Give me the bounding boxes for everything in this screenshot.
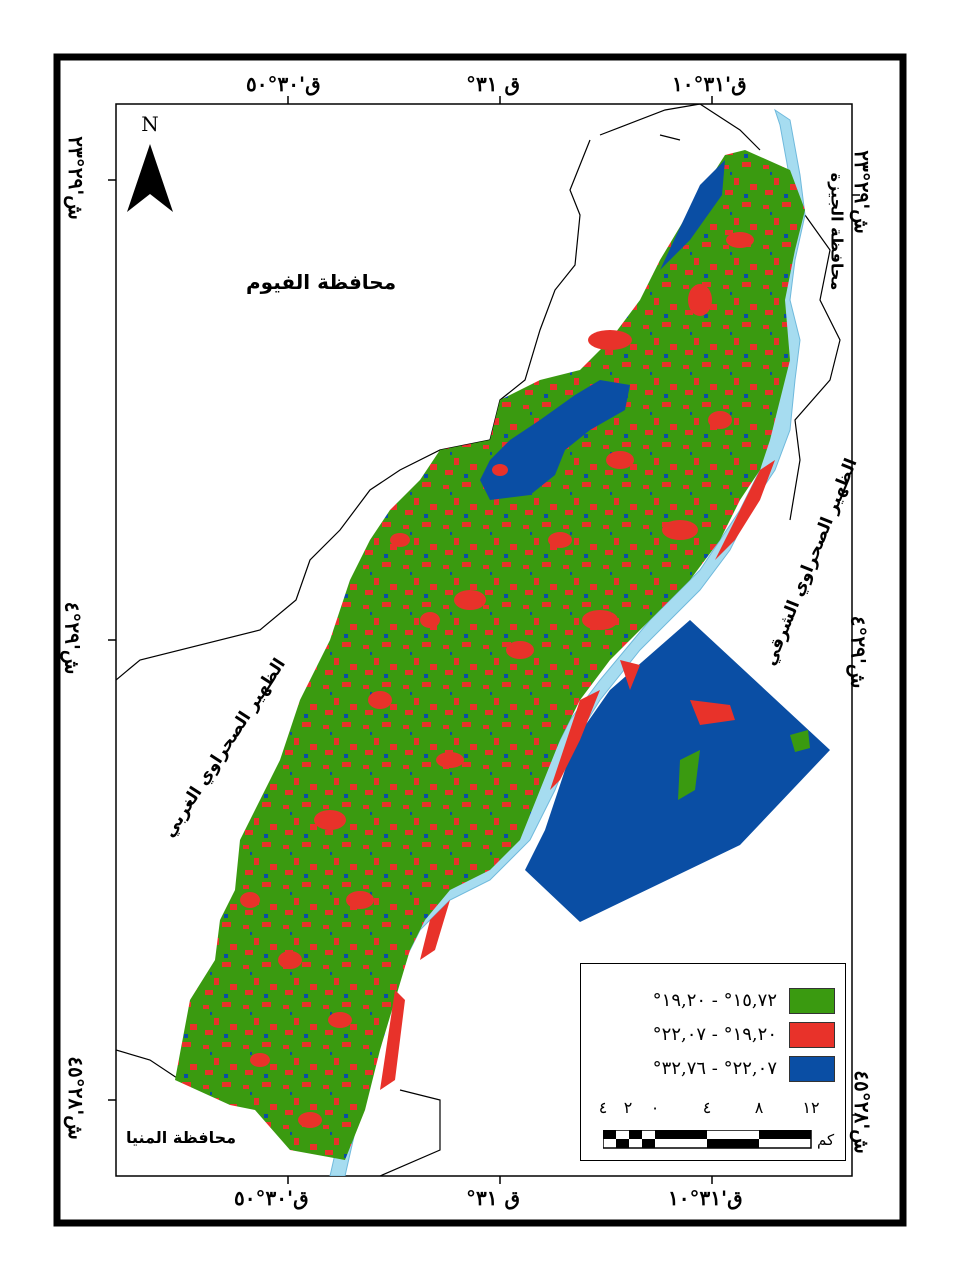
legend-swatch-green: [789, 988, 835, 1014]
north-hot-patch: [480, 380, 630, 500]
graticule-ticks: [108, 96, 860, 1184]
scale-unit: كم: [817, 1131, 835, 1149]
north-hot-patch-east: [660, 160, 725, 270]
coord-left-3: ش'٢٨°٤٥: [63, 1056, 88, 1140]
legend-row-2: ١٩,٢٠° - ٢٢,٠٧°: [581, 1022, 847, 1052]
legend-swatch-blue: [789, 1056, 835, 1082]
coord-top-2: ق ٣١°: [466, 72, 520, 96]
legend-row-3: ٢٢,٠٧° - ٣٢,٧٦°: [581, 1056, 847, 1086]
coord-left-2: ش'٢٩°٤: [60, 601, 85, 675]
north-arrow-icon: [127, 144, 173, 212]
coord-right-1: ش'٢٩°٢٣: [849, 150, 874, 234]
urban-patches: [240, 232, 754, 1128]
legend-label-1: ١٥,٧٢° - ١٩,٢٠°: [652, 990, 777, 1011]
coord-bottom-2: ق ٣١°: [466, 1186, 520, 1210]
coord-right-3: ش'٢٨°٤٥: [849, 1070, 874, 1154]
coord-left-1: ش'٢٩°٢٣: [63, 136, 88, 220]
region-minya-label: محافظة المنيا: [126, 1128, 237, 1147]
region-fayoum-label: محافظة الفيوم: [246, 270, 397, 294]
coord-top-3: ق'٣١°١٠: [672, 72, 747, 96]
coord-bottom-3: ق'٣١°١٠: [668, 1186, 743, 1210]
legend-label-2: ١٩,٢٠° - ٢٢,٠٧°: [652, 1024, 777, 1045]
scale-tick-1: ٤: [598, 1098, 608, 1117]
valley-landcover: [175, 150, 805, 1160]
north-letter: N: [141, 112, 159, 136]
legend-row-1: ١٥,٧٢° - ١٩,٢٠°: [581, 988, 847, 1018]
coord-bottom-1: ق'٣٠°٥٠: [234, 1186, 309, 1210]
coord-right-2: ش'٢٩°٤: [846, 615, 871, 689]
legend-label-3: ٢٢,٠٧° - ٣٢,٧٦°: [652, 1058, 777, 1079]
coord-top-1: ق'٣٠°٥٠: [246, 72, 321, 96]
scale-bar-ticks: ٤ ٢ ٠ ٤ ٨ ١٢: [597, 1098, 823, 1120]
scale-tick-5: ٨: [754, 1098, 764, 1117]
north-arrow: N: [124, 112, 176, 217]
east-hot-zone-islands: [678, 730, 810, 800]
scale-tick-4: ٤: [702, 1098, 712, 1117]
scale-tick-6: ١٢: [802, 1098, 820, 1117]
scale-tick-2: ٢: [623, 1098, 633, 1117]
outer-frame: [53, 53, 907, 1227]
scale-tick-3: ٠: [650, 1098, 660, 1117]
river-fringe: [380, 460, 775, 1090]
east-hot-zone-red: [620, 660, 735, 725]
legend: ١٥,٧٢° - ١٩,٢٠° ١٩,٢٠° - ٢٢,٠٧° ٢٢,٠٧° -…: [580, 963, 846, 1161]
scale-bar: [603, 1130, 812, 1149]
region-giza-label: محافظة الجيزة: [827, 172, 847, 291]
legend-swatch-red: [789, 1022, 835, 1048]
east-hot-zone: [525, 620, 830, 922]
